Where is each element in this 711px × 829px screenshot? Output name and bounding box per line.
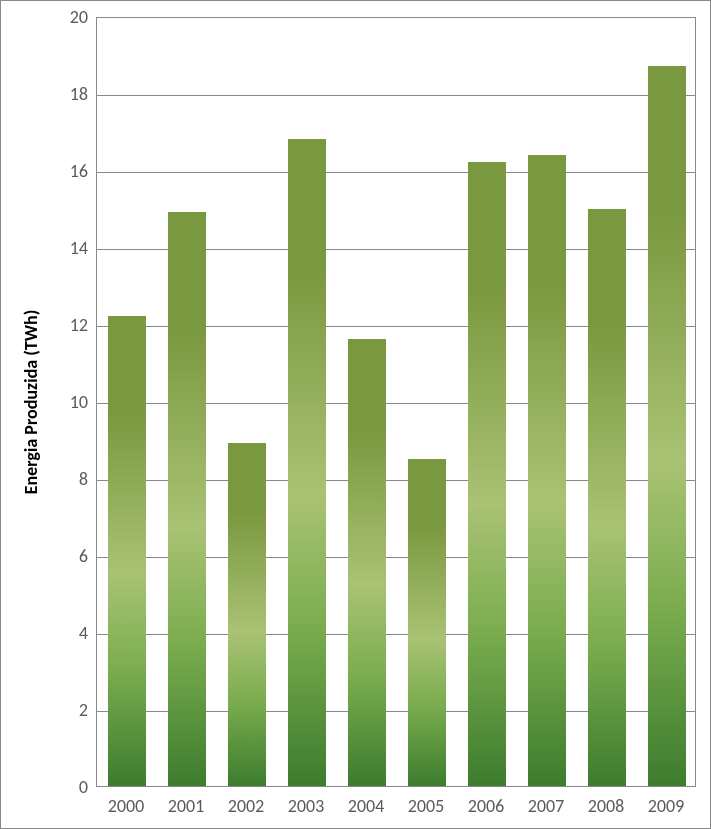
y-tick-label: 6 (54, 545, 88, 567)
bar (288, 139, 325, 786)
y-axis-title: Energia Produzida (TWh) (20, 310, 42, 495)
y-tick-label: 0 (54, 776, 88, 798)
bar (108, 316, 145, 786)
x-tick-label: 2005 (408, 795, 445, 817)
y-tick-label: 14 (54, 237, 88, 259)
y-tick-label: 8 (54, 468, 88, 490)
x-tick-label: 2000 (108, 795, 145, 817)
plot-area (96, 17, 696, 787)
x-tick-label: 2001 (168, 795, 205, 817)
bar (228, 443, 265, 786)
x-tick-label: 2008 (588, 795, 625, 817)
x-tick-label: 2009 (648, 795, 685, 817)
bar (648, 66, 685, 786)
chart-frame: Energia Produzida (TWh) 0 2 4 6 8 10 12 14 16 18 2… (0, 0, 711, 829)
y-tick-label: 2 (54, 699, 88, 721)
x-tick-label: 2006 (468, 795, 505, 817)
y-tick-label: 18 (54, 83, 88, 105)
y-tick-label: 20 (54, 6, 88, 28)
bar (168, 212, 205, 786)
y-tick-label: 4 (54, 622, 88, 644)
bar (408, 459, 445, 786)
gridline (97, 172, 695, 173)
y-tick-label: 12 (54, 314, 88, 336)
y-tick-label: 16 (54, 160, 88, 182)
bar (528, 155, 565, 786)
bar (588, 209, 625, 787)
y-tick-label: 10 (54, 391, 88, 413)
x-tick-label: 2003 (288, 795, 325, 817)
x-tick-label: 2002 (228, 795, 265, 817)
bar (468, 162, 505, 786)
x-tick-label: 2007 (528, 795, 565, 817)
gridline (97, 95, 695, 96)
bar (348, 339, 385, 786)
x-tick-label: 2004 (348, 795, 385, 817)
